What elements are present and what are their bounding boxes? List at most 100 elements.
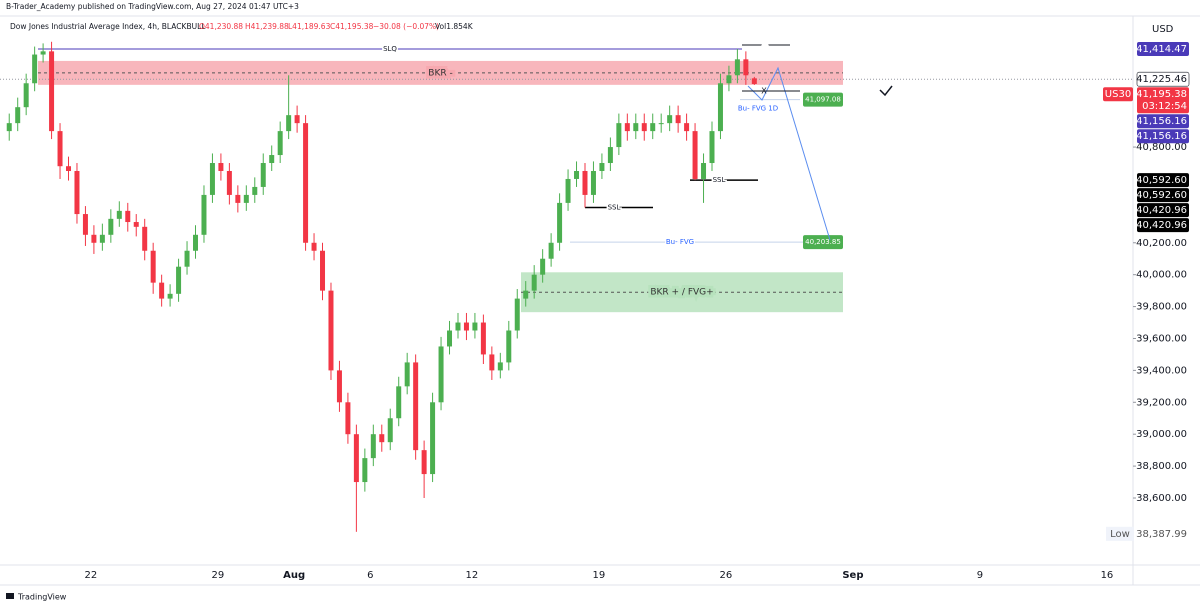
- candle-body: [99, 234, 105, 243]
- candle-body: [480, 322, 486, 355]
- candle-body: [260, 163, 266, 187]
- candle-body: [218, 163, 224, 171]
- y-tick-label: 39,000.00: [1136, 429, 1187, 440]
- candle-body: [150, 250, 156, 283]
- candle-body: [116, 210, 122, 219]
- candle-body: [430, 402, 436, 475]
- instrument: Dow Jones Industrial Average Index, 4h, …: [10, 22, 206, 31]
- y-tick-label: 39,200.00: [1136, 397, 1187, 408]
- candle-body: [565, 178, 571, 203]
- candle-body: [641, 123, 647, 132]
- y-tick-label: 40,200.00: [1136, 238, 1187, 249]
- candle-body: [489, 354, 495, 371]
- candle-body: [82, 214, 88, 235]
- volume: Vol1.854K: [435, 22, 474, 31]
- candle-body: [226, 170, 232, 195]
- candle-body: [32, 54, 38, 84]
- x-tick-label: 26: [720, 570, 733, 581]
- candle-body: [370, 434, 376, 459]
- candle-body: [734, 59, 740, 76]
- publisher: B-Trader_Academy published on TradingVie…: [6, 2, 299, 11]
- candle-body: [91, 234, 97, 243]
- ohlc-open: O41,230.88: [199, 22, 243, 31]
- candle-body: [201, 194, 207, 235]
- low-box: [1106, 526, 1134, 541]
- currency: USD: [1152, 24, 1174, 35]
- candle-body: [709, 131, 715, 164]
- level-label: SSL: [608, 204, 621, 212]
- candle-body: [235, 194, 241, 203]
- candle-body: [184, 250, 190, 267]
- price-label-box: [1137, 173, 1189, 188]
- low-label: Low: [1110, 529, 1130, 540]
- x-tick-label: 16: [1101, 570, 1114, 581]
- price-label: 41,225.46: [1136, 74, 1187, 85]
- y-tick-label: 39,600.00: [1136, 333, 1187, 344]
- candle-body: [438, 346, 444, 403]
- x-tick-label: 19: [593, 570, 606, 581]
- candle-body: [125, 210, 131, 223]
- candle-body: [209, 163, 215, 195]
- symbol-box: [1103, 87, 1133, 102]
- price-label: 41,414.47: [1136, 44, 1187, 55]
- price-label: 40,420.96: [1136, 220, 1187, 231]
- candle-body: [667, 115, 673, 124]
- price-label-box: [1137, 114, 1189, 129]
- candle-body: [557, 202, 563, 243]
- candle-body: [599, 163, 605, 171]
- candle-body: [650, 123, 656, 132]
- candle-body: [167, 293, 173, 299]
- candle-body: [726, 75, 732, 84]
- price-label: 40,592.60: [1136, 190, 1187, 201]
- candle-body: [658, 123, 664, 125]
- footer-text: TradingView: [17, 593, 67, 602]
- candle-body: [176, 266, 182, 294]
- price-label-box: [1137, 218, 1189, 233]
- level-label: SSL: [713, 176, 726, 184]
- candle-body: [421, 450, 427, 475]
- level-box: [803, 235, 843, 250]
- candle-body: [40, 51, 46, 55]
- candle-body: [269, 155, 275, 164]
- price-label: 40,592.60: [1136, 175, 1187, 186]
- y-tick-label: 39,400.00: [1136, 365, 1187, 376]
- candle-body: [353, 434, 359, 483]
- candle-body: [49, 51, 55, 132]
- candle-body: [743, 59, 749, 76]
- level-label: Bu- FVG: [666, 238, 694, 246]
- x-tick-label: 22: [85, 570, 98, 581]
- candle-body: [463, 322, 469, 331]
- price-label-box: [1137, 87, 1189, 114]
- price-label: 41,156.16: [1136, 131, 1187, 142]
- price-label: 41,156.16: [1136, 116, 1187, 127]
- zone-label: BKR -: [428, 68, 452, 78]
- candle-body: [6, 123, 12, 132]
- candle-body: [396, 386, 402, 419]
- candle-body: [751, 78, 757, 84]
- price-label-box: [1137, 42, 1189, 57]
- y-tick-label: 39,800.00: [1136, 302, 1187, 313]
- candle-body: [514, 298, 520, 331]
- candle-body: [336, 370, 342, 403]
- candle-body: [607, 147, 613, 164]
- candle-body: [633, 123, 639, 132]
- price-label-box: [1137, 129, 1189, 144]
- y-tick-label: 40,000.00: [1136, 270, 1187, 281]
- checkmark: [879, 85, 893, 97]
- candle-body: [57, 131, 63, 167]
- candle-body: [447, 330, 453, 347]
- candle-body: [294, 115, 300, 124]
- level-label: SLQ: [383, 45, 397, 53]
- x-tick-label: 12: [466, 570, 479, 581]
- x-label: X: [761, 87, 767, 96]
- projection-path: [747, 66, 831, 241]
- candle-body: [159, 282, 165, 299]
- candle-body: [345, 402, 351, 435]
- candle-body: [523, 290, 529, 299]
- y-tick-label: 40,800.00: [1136, 142, 1187, 153]
- candle-body: [624, 123, 630, 132]
- ohlc-change: −30.08 (−0.07%): [373, 22, 439, 31]
- ohlc-low: L41,189.63: [288, 22, 331, 31]
- candle-body: [675, 115, 681, 124]
